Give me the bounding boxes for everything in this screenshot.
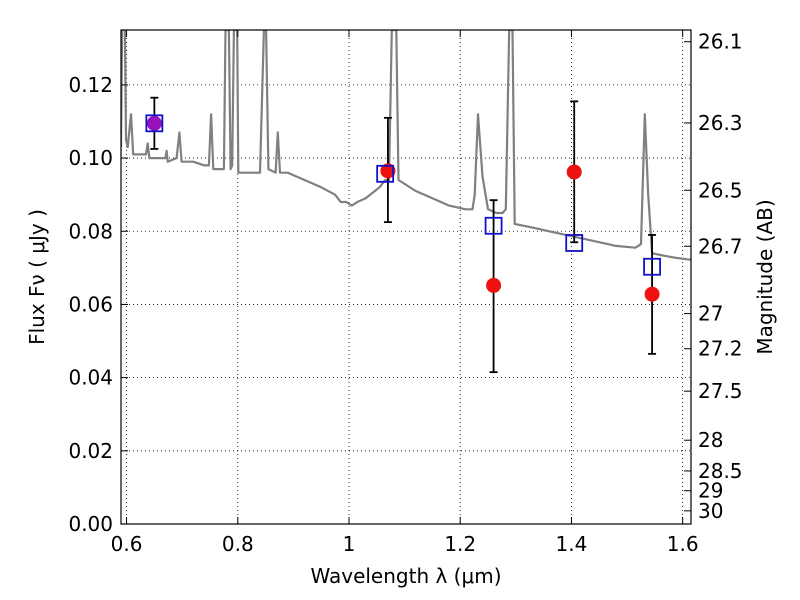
y-tick-label: 0.08 (68, 219, 113, 243)
observed-flux-point (380, 163, 396, 179)
y2-tick-label: 27.5 (698, 379, 743, 403)
x-tick-label: 1 (343, 532, 356, 556)
observed-flux-point (566, 164, 582, 180)
y-tick-label: 0.12 (68, 73, 113, 97)
observed-flux-point (146, 115, 162, 131)
x-tick-label: 1.6 (667, 532, 699, 556)
y2-tick-label: 26.1 (698, 30, 743, 54)
model-flux-series (145, 114, 661, 276)
model-flux-point (376, 164, 395, 183)
model-flux-point (145, 114, 164, 133)
y2-tick-label: 27.2 (698, 337, 743, 361)
y2-tick-label: 27 (698, 302, 723, 326)
y2-tick-label: 28.5 (698, 459, 743, 483)
y2-tick-label: 26.5 (698, 178, 743, 202)
y-tick-label: 0.10 (68, 146, 113, 170)
observed-flux-series (146, 115, 660, 302)
x-axis-title: Wavelength λ (μm) (310, 564, 501, 588)
y2-axis-title: Magnitude (AB) (753, 199, 777, 354)
axis-ticks: 0.6 0.8 1 1.2 1.4 1.6 0.00 0.02 0.04 0.06 0.08 0.10… (68, 30, 742, 556)
y-tick-label: 0.04 (68, 366, 113, 390)
y-axis-title: Flux Fν ( μJy ) (25, 209, 49, 345)
plot-frame (120, 29, 692, 525)
observed-flux-point (486, 277, 502, 293)
x-tick-label: 0.8 (222, 532, 254, 556)
spectrum-line (121, 30, 691, 261)
observed-flux-point (644, 286, 660, 302)
x-tick-label: 1.2 (444, 532, 476, 556)
y-tick-label: 0.02 (68, 439, 113, 463)
spectrum-series (121, 30, 691, 261)
y2-tick-label: 26.3 (698, 111, 743, 135)
y2-tick-label: 29 (698, 479, 723, 503)
x-tick-label: 0.6 (111, 532, 143, 556)
model-flux-point (643, 257, 661, 276)
y2-tick-label: 30 (698, 499, 723, 523)
grid (121, 30, 691, 525)
y-tick-label: 0.00 (68, 512, 113, 536)
y2-tick-label: 28 (698, 428, 723, 452)
y-tick-label: 0.06 (68, 292, 113, 316)
model-flux-point (565, 234, 584, 252)
model-flux-point (484, 216, 503, 235)
y2-tick-label: 26.7 (698, 234, 743, 258)
x-tick-label: 1.4 (556, 532, 588, 556)
